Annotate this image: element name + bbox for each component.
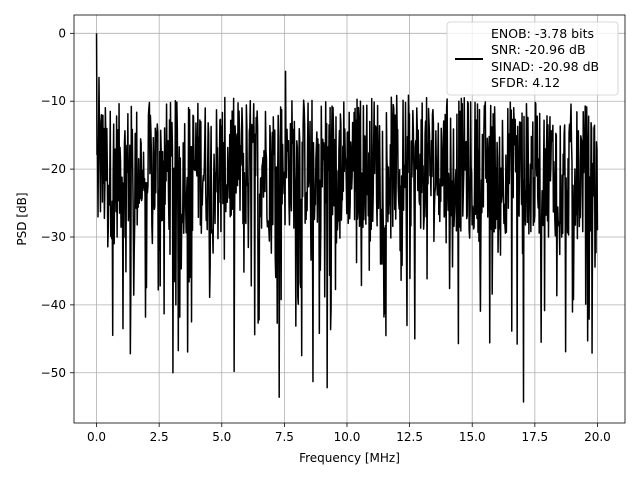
axes-frame: [73, 14, 626, 424]
legend-box: [446, 21, 619, 96]
y-tick-label: −30: [41, 230, 66, 244]
legend-entry-enob: ENOB: -3.78 bits: [491, 26, 594, 41]
x-axis-label: Frequency [MHz]: [299, 451, 400, 465]
x-tick-label: 12.5: [396, 430, 423, 444]
x-tick-label: 0.0: [87, 430, 106, 444]
y-tick-label: 0: [58, 26, 66, 40]
y-axis-label: PSD [dB]: [15, 192, 29, 245]
psd-line: [95, 33, 599, 403]
y-tick-label: −20: [41, 162, 66, 176]
x-tick-label: 17.5: [521, 430, 548, 444]
y-tick-label: −40: [41, 298, 66, 312]
x-tick-label: 15.0: [459, 430, 486, 444]
legend-entry-sfdr: SFDR: 4.12: [491, 75, 560, 90]
legend-entry-snr: SNR: -20.96 dB: [491, 42, 586, 57]
x-axis: 0.0 2.5 5.0 7.5 10.0 12.5 15.0 17.5 20.0: [87, 423, 611, 444]
psd-series: [95, 33, 599, 403]
legend: ENOB: -3.78 bits SNR: -20.96 dB SINAD: -…: [446, 21, 619, 96]
x-tick-label: 20.0: [584, 430, 611, 444]
x-tick-label: 10.0: [334, 430, 361, 444]
x-tick-label: 2.5: [150, 430, 169, 444]
y-tick-label: −10: [41, 94, 66, 108]
y-tick-label: −50: [41, 366, 66, 380]
x-tick-label: 7.5: [275, 430, 294, 444]
y-axis: 0 −10 −20 −30 −40 −50: [41, 26, 74, 380]
legend-entry-sinad: SINAD: -20.98 dB: [491, 59, 599, 74]
x-tick-label: 5.0: [212, 430, 231, 444]
